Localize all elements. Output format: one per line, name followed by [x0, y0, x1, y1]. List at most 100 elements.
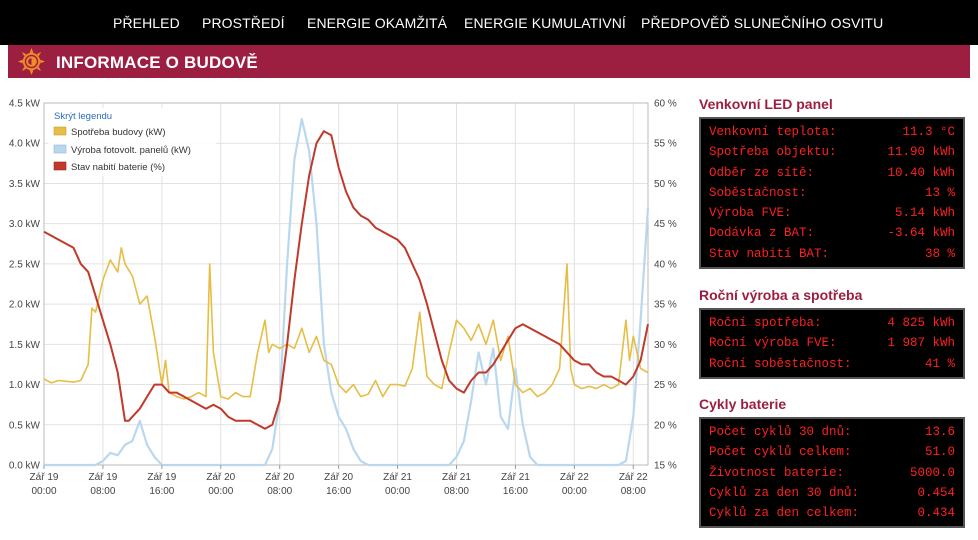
- x-tick-time-label: 08:00: [267, 486, 292, 497]
- series-line-pv: [44, 118, 650, 467]
- led-row-value: 10.40 kWh: [887, 165, 955, 180]
- led-row: Roční soběstačnost: 41 %: [709, 354, 955, 374]
- led-row-label: Počet cyklů 30 dnů:: [709, 425, 852, 439]
- x-tick-time-label: 16:00: [149, 486, 174, 497]
- led-row-label: Dodávka z BAT:: [709, 226, 815, 241]
- led-row-value: 5.14 kWh: [894, 206, 955, 221]
- x-tick-day-label: Zář 19: [88, 472, 117, 483]
- led-row: Výroba FVE: 5.14 kWh: [709, 203, 955, 223]
- x-tick-time-label: 08:00: [90, 486, 115, 497]
- y-left-tick-label: 3.5 kW: [9, 179, 41, 190]
- y-left-tick-label: 0.0 kW: [9, 461, 41, 472]
- led-row-label: Cyklů za den celkem:: [709, 506, 860, 521]
- energy-chart-svg: 0.0 kW 15 % 0.5 kW 20 % 1.0 kW 25 % 1.5 kW 30 %…: [9, 99, 677, 498]
- led-row: Roční spotřeba: 4 825 kWh: [709, 313, 955, 333]
- led-row-value: 41 %: [924, 356, 955, 371]
- led-row-value: 13.6: [924, 425, 955, 439]
- x-tick-time-label: 00:00: [385, 486, 410, 497]
- nav-item-prehled[interactable]: PŘEHLED: [113, 15, 180, 31]
- legend-label-pv[interactable]: Výroba fotovolt. panelů (kW): [71, 145, 191, 156]
- led-row: Spotřeba objektu: 11.90 kWh: [709, 142, 955, 162]
- x-tick-day-label: Zář 20: [265, 472, 294, 483]
- annual-panel: Roční spotřeba: 4 825 kWh Roční výroba FVE…: [699, 308, 965, 379]
- x-tick-day-label: Zář 19: [147, 472, 176, 483]
- led-row-label: Cyklů za den 30 dnů:: [709, 485, 860, 500]
- led-row-value: 11.90 kWh: [887, 145, 955, 160]
- led-row: Roční výroba FVE: 1 987 kWh: [709, 333, 955, 353]
- x-tick-time-label: 08:00: [444, 486, 469, 497]
- led-row-label: Roční spotřeba:: [709, 316, 822, 330]
- x-tick-time-label: 16:00: [326, 486, 351, 497]
- led-row-value: 0.434: [917, 506, 955, 521]
- y-right-tick-label: 20 %: [654, 420, 677, 431]
- y-left-tick-label: 1.5 kW: [9, 340, 41, 351]
- led-row-label: Životnost baterie:: [709, 465, 845, 480]
- legend-swatch-consumption: [53, 126, 67, 136]
- y-right-tick-label: 15 %: [654, 461, 677, 472]
- y-right-tick-label: 40 %: [654, 259, 677, 270]
- battery-cycles-panel: Počet cyklů 30 dnů: 13.6 Počet cyklů celke…: [699, 417, 965, 529]
- y-right-tick-label: 50 %: [654, 179, 677, 190]
- led-row-value: 51.0: [924, 445, 955, 460]
- led-row-label: Spotřeba objektu:: [709, 145, 837, 160]
- legend-label-consumption[interactable]: Spotřeba budovy (kW): [71, 127, 166, 138]
- legend-box: [48, 108, 216, 176]
- led-row-label: Soběstačnost:: [709, 185, 807, 200]
- led-row-value: 1 987 kWh: [887, 336, 955, 351]
- led-row-value: 0.454: [917, 485, 955, 500]
- led-row-label: Roční výroba FVE:: [709, 336, 837, 351]
- y-right-tick-label: 45 %: [654, 219, 677, 230]
- page-banner: INFORMACE O BUDOVĚ: [8, 45, 970, 78]
- led-row: Venkovní teplota: 11.3 °C: [709, 122, 955, 142]
- x-tick-day-label: Zář 22: [560, 472, 589, 483]
- top-navigation: PŘEHLED PROSTŘEDÍ ENERGIE OKAMŽITÁ ENERG…: [0, 0, 978, 45]
- x-tick-day-label: Zář 19: [30, 472, 59, 483]
- led-row: Soběstačnost: 13 %: [709, 183, 955, 203]
- x-tick-day-label: Zář 21: [442, 472, 471, 483]
- series-line-battery: [43, 130, 649, 430]
- y-left-tick-label: 0.5 kW: [9, 420, 41, 431]
- led-row-value: 38 %: [924, 246, 955, 261]
- led-row-value: -3.64 kWh: [887, 226, 955, 241]
- page-title: INFORMACE O BUDOVĚ: [56, 53, 258, 72]
- x-tick-time-label: 00:00: [31, 486, 56, 497]
- x-tick-day-label: Zář 21: [501, 472, 530, 483]
- nav-item-energie-okamzita[interactable]: ENERGIE OKAMŽITÁ: [307, 15, 448, 31]
- led-panel: Venkovní teplota: 11.3 °C Spotřeba objektu…: [699, 117, 965, 270]
- energy-chart: 0.0 kW 15 % 0.5 kW 20 % 1.0 kW 25 % 1.5 kW 30 %…: [0, 90, 690, 510]
- led-row-value: 11.3 °C: [902, 125, 955, 139]
- x-tick-day-label: Zář 20: [206, 472, 235, 483]
- led-row-label: Roční soběstačnost:: [709, 356, 852, 371]
- y-left-tick-label: 2.5 kW: [9, 259, 41, 270]
- led-row-value: 4 825 kWh: [887, 316, 955, 330]
- led-row-value: 5000.0: [909, 465, 955, 480]
- led-row-label: Odběr ze sítě:: [709, 165, 815, 180]
- y-left-tick-label: 4.5 kW: [9, 99, 41, 110]
- led-row-label: Výroba FVE:: [709, 206, 792, 221]
- x-tick-time-label: 00:00: [208, 486, 233, 497]
- x-tick-day-label: Zář 21: [383, 472, 412, 483]
- legend-label-battery[interactable]: Stav nabití baterie (%): [71, 162, 165, 173]
- led-row: Počet cyklů celkem: 51.0: [709, 442, 955, 462]
- y-right-tick-label: 30 %: [654, 340, 677, 351]
- x-tick-day-label: Zář 22: [619, 472, 648, 483]
- led-row-label: Počet cyklů celkem:: [709, 445, 852, 460]
- y-right-tick-label: 55 %: [654, 139, 677, 150]
- led-row: Odběr ze sítě: 10.40 kWh: [709, 163, 955, 183]
- led-row: Cyklů za den 30 dnů: 0.454: [709, 483, 955, 503]
- legend-toggle-link[interactable]: Skrýt legendu: [54, 111, 112, 122]
- y-right-tick-label: 25 %: [654, 380, 677, 391]
- led-row-label: Stav nabití BAT:: [709, 246, 830, 261]
- y-right-tick-label: 35 %: [654, 300, 677, 311]
- led-row-label: Venkovní teplota:: [709, 125, 837, 139]
- x-tick-time-label: 16:00: [503, 486, 528, 497]
- led-panel-title: Venkovní LED panel: [699, 96, 833, 112]
- led-row: Životnost baterie: 5000.0: [709, 463, 955, 483]
- nav-item-predpoved-osvitu[interactable]: PŘEDPOVĚĎ SLUNEČNÍHO OSVITU: [641, 15, 884, 31]
- y-left-tick-label: 4.0 kW: [9, 139, 41, 150]
- y-left-tick-label: 2.0 kW: [9, 300, 41, 311]
- series-line-consumption: [43, 247, 649, 400]
- nav-item-energie-kumulativni[interactable]: ENERGIE KUMULATIVNÍ: [464, 15, 626, 31]
- led-row-value: 13 %: [924, 185, 955, 200]
- nav-item-prostredi[interactable]: PROSTŘEDÍ: [202, 15, 285, 31]
